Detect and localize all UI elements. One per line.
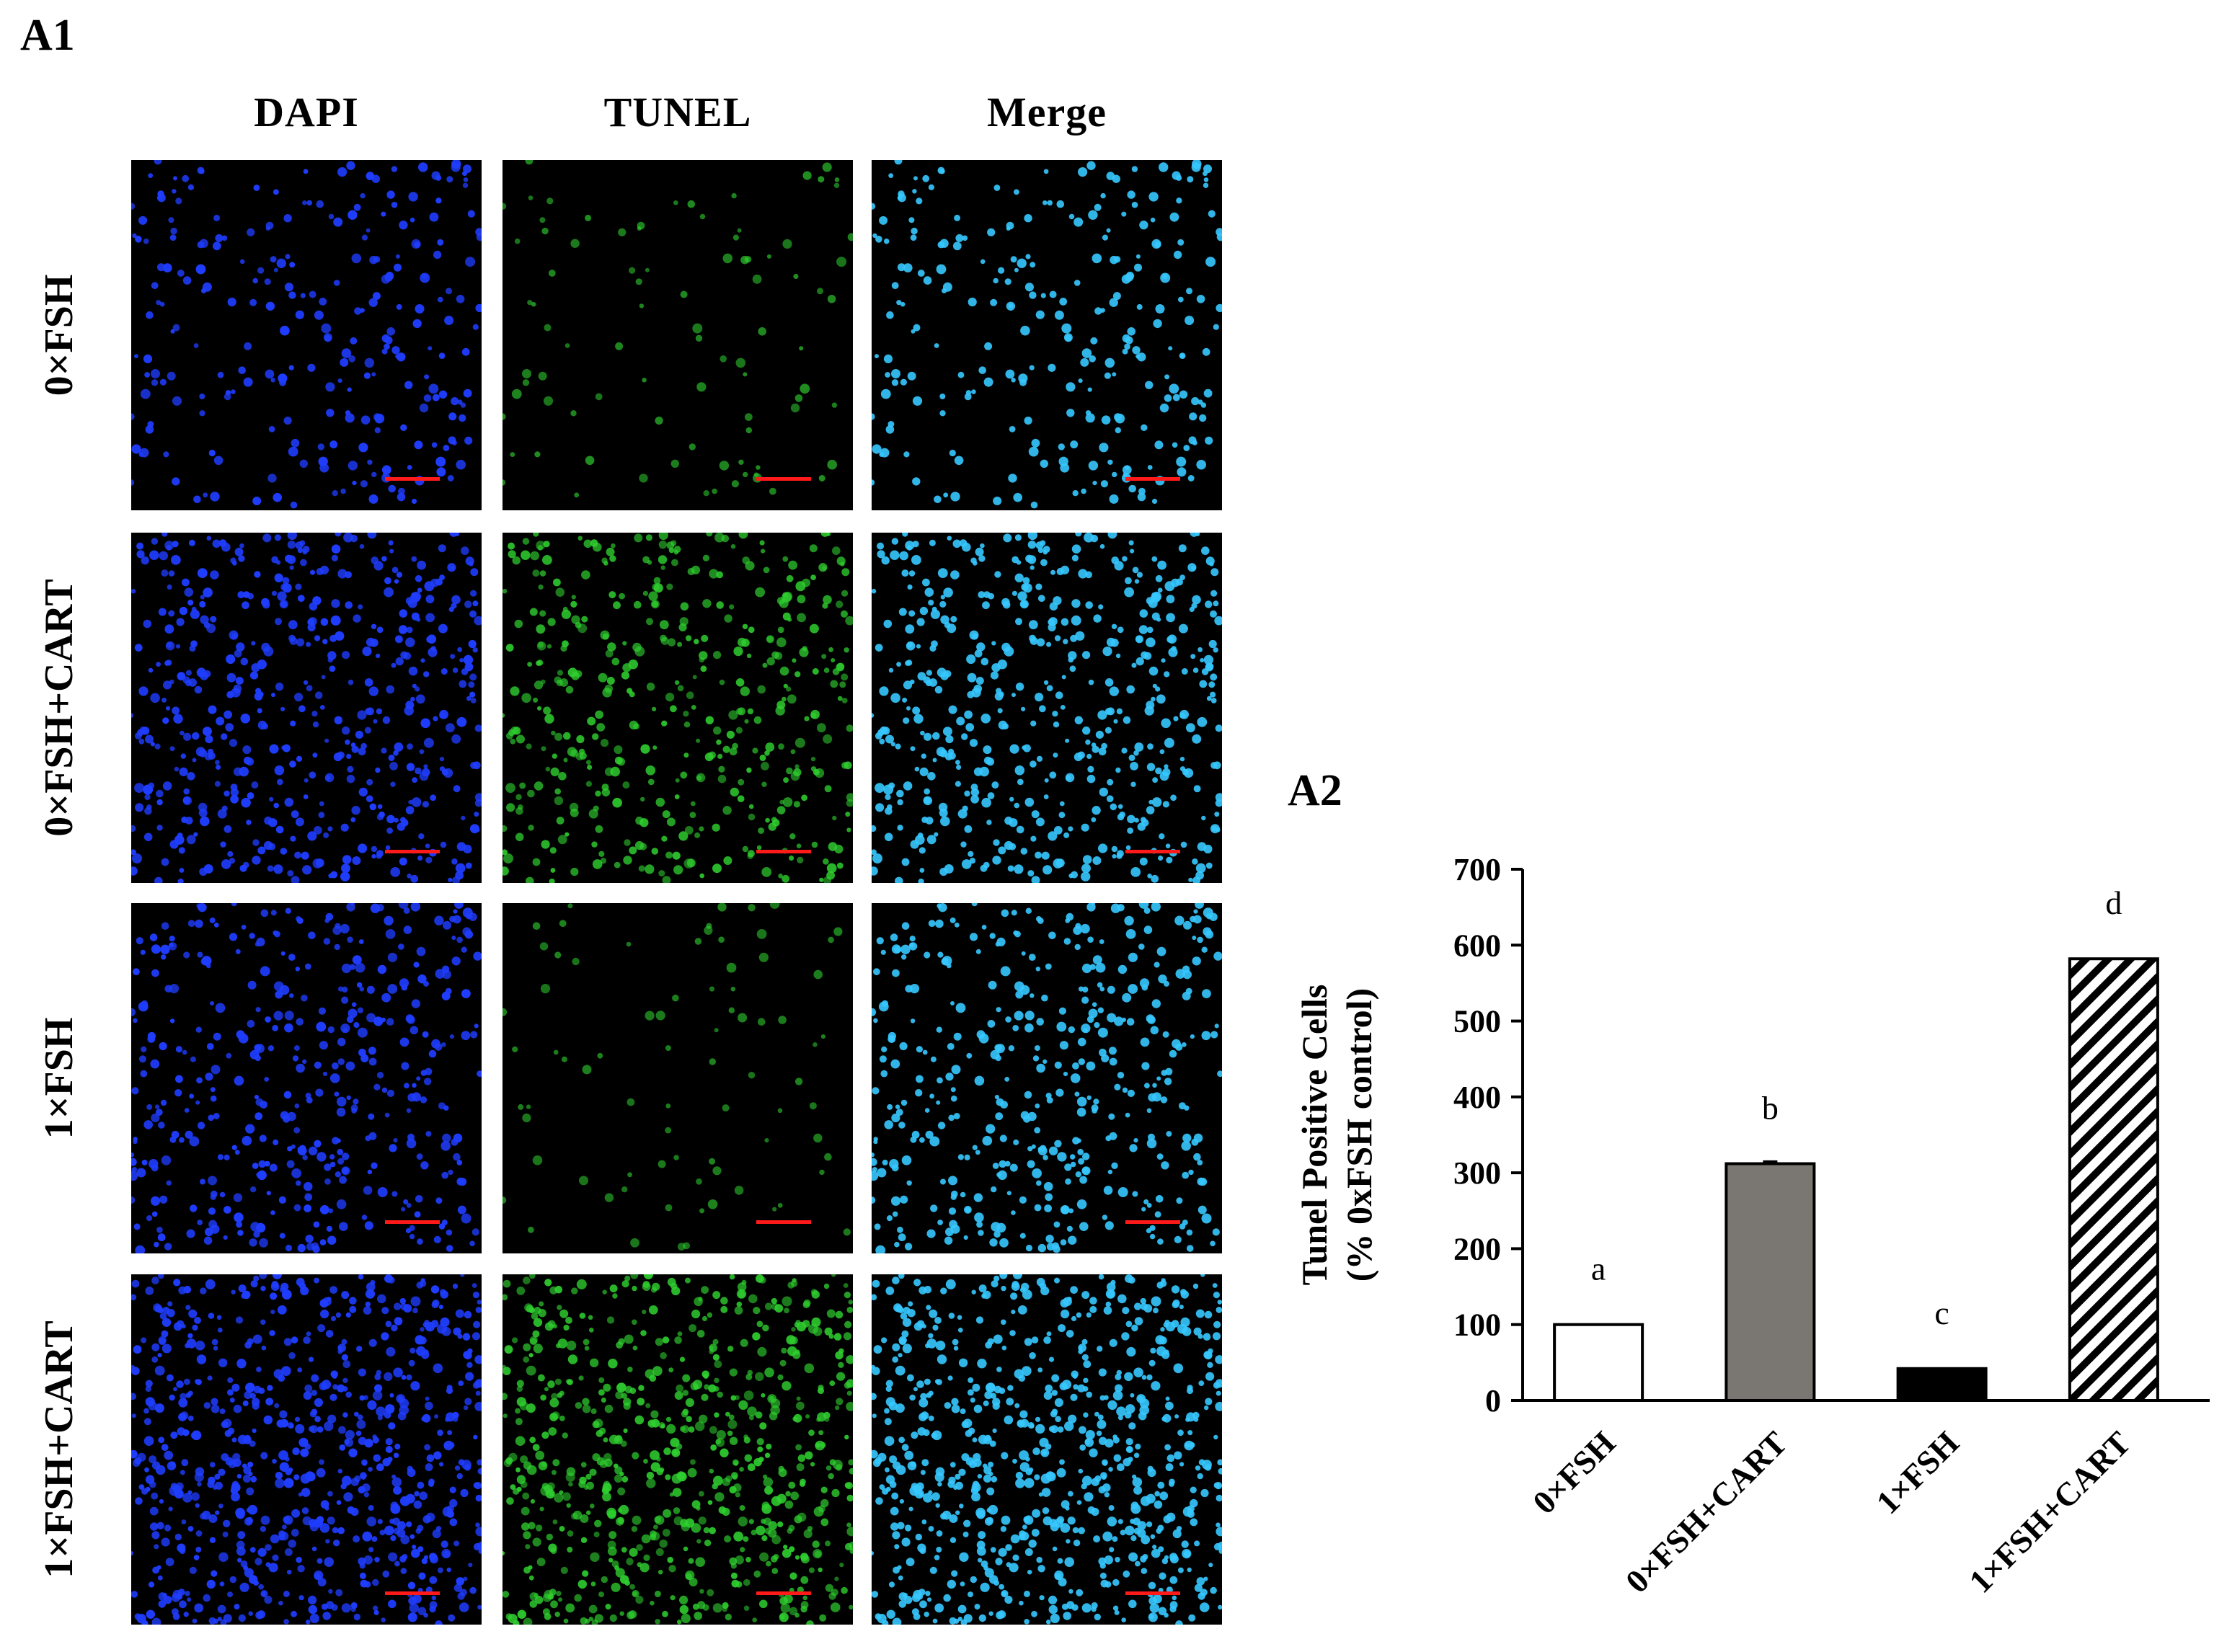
scale-bar: [756, 850, 811, 853]
scale-bar: [1125, 850, 1180, 853]
y-axis-label-line-1: Tunel Positive Cells: [1294, 985, 1334, 1286]
x-tick-label-2: 1×FSH: [1869, 1424, 1966, 1521]
column-header-merge: Merge: [987, 89, 1107, 136]
scale-bar: [1125, 1591, 1180, 1595]
scale-bar: [756, 1591, 811, 1595]
x-tick-label-3: 1×FSH+CART: [1962, 1424, 2138, 1600]
bar-0: [1553, 1323, 1644, 1403]
scale-bar: [385, 1220, 440, 1224]
bar-2: [1896, 1367, 1988, 1403]
bar-1: [1725, 1162, 1816, 1402]
significance-letter-2: c: [1934, 1294, 1949, 1331]
significance-letter-0: a: [1591, 1251, 1606, 1287]
y-tick-label: 0: [1485, 1383, 1501, 1418]
panel-label-a1: A1: [20, 11, 75, 60]
significance-letter-1: b: [1762, 1090, 1779, 1127]
row-label-0: 0×FSH: [37, 274, 81, 396]
row-label-1: 0×FSH+CART: [37, 579, 81, 837]
micrograph-tunel-0: [502, 160, 853, 510]
micrograph-dapi-1: [131, 533, 482, 883]
micrograph-merge-1: [872, 533, 1222, 883]
micrograph-tunel-3: [502, 1274, 853, 1625]
tunel-bar-chart: 0 100 200 300 400 500 600 700 Tunel Positive Cel…: [1294, 852, 2210, 1600]
scale-bar: [385, 850, 440, 853]
scale-bar: [385, 477, 440, 481]
row-label-2: 1×FSH: [37, 1017, 81, 1140]
micrograph-dapi-2: [131, 903, 482, 1253]
scale-bar: [1125, 1220, 1180, 1224]
micrograph-merge-2: [872, 903, 1222, 1253]
y-axis-label-line-2: (% 0xFSH control): [1339, 988, 1379, 1282]
bar-3: [2068, 957, 2159, 1403]
y-tick-label: 600: [1453, 928, 1501, 963]
scale-bar: [756, 477, 811, 481]
column-header-dapi: DAPI: [254, 89, 359, 136]
significance-letter-3: d: [2105, 884, 2122, 921]
scale-bar: [756, 1220, 811, 1224]
micrograph-dapi-0: [131, 160, 482, 510]
y-tick-label: 200: [1453, 1231, 1501, 1266]
micrograph-merge-0: [872, 160, 1222, 510]
row-label-3: 1×FSH+CART: [37, 1320, 81, 1578]
scale-bar: [1125, 477, 1180, 481]
micrograph-tunel-2: [502, 903, 853, 1253]
scale-bar: [385, 1591, 440, 1595]
y-tick-label: 700: [1453, 852, 1501, 887]
micrograph-merge-3: [872, 1274, 1222, 1625]
y-tick-label: 300: [1453, 1155, 1501, 1191]
x-tick-label-1: 0×FSH+CART: [1619, 1424, 1794, 1600]
x-tick-label-0: 0×FSH: [1526, 1424, 1622, 1521]
column-header-tunel: TUNEL: [603, 89, 752, 136]
y-tick-label: 500: [1453, 1004, 1501, 1039]
micrograph-tunel-1: [502, 533, 853, 883]
y-tick-label: 100: [1453, 1307, 1501, 1343]
y-tick-label: 400: [1453, 1080, 1501, 1115]
micrograph-dapi-3: [131, 1274, 482, 1625]
panel-label-a2: A2: [1288, 766, 1342, 815]
